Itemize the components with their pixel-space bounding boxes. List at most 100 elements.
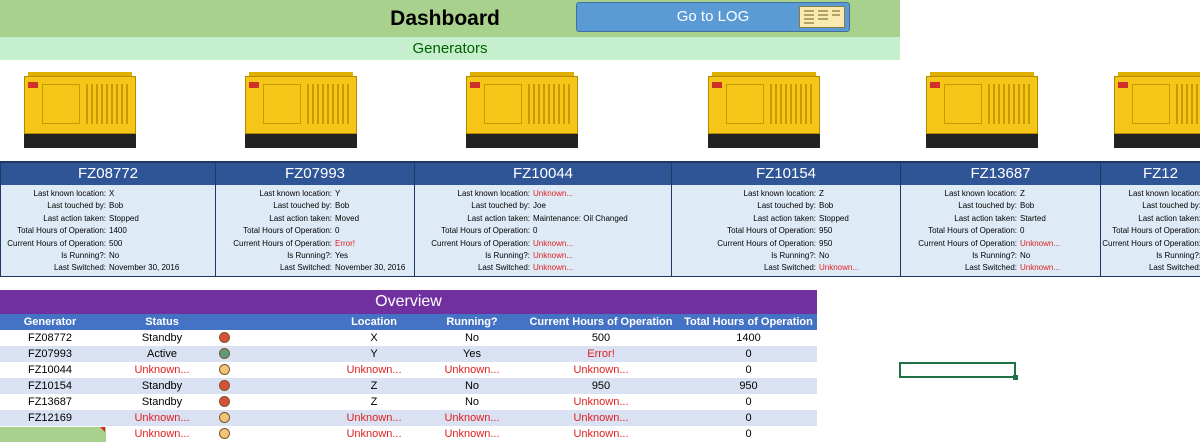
card-value-touched[interactable]: Bob bbox=[335, 201, 350, 211]
cell-current[interactable]: Error! bbox=[587, 348, 615, 360]
card-value-switched[interactable]: November 30, 2016 bbox=[335, 263, 406, 273]
card-value-touched[interactable]: Bob bbox=[819, 201, 834, 211]
cell-status[interactable]: Unknown... bbox=[134, 364, 190, 376]
card-label-running: Is Running?: bbox=[287, 251, 332, 260]
card-value-current[interactable]: Unknown... bbox=[1020, 238, 1061, 248]
cell-running[interactable]: Unknown... bbox=[444, 412, 500, 424]
card-value-action[interactable]: Stopped bbox=[819, 213, 849, 223]
cell-gen[interactable]: FZ10044 bbox=[27, 364, 73, 376]
cell-location[interactable]: Unknown... bbox=[346, 364, 402, 376]
cell-status[interactable]: Standby bbox=[141, 396, 183, 408]
card-value-location[interactable]: Z bbox=[1020, 189, 1025, 198]
card-value-current[interactable]: Error! bbox=[335, 238, 355, 248]
cell-status[interactable]: Unknown... bbox=[134, 412, 190, 424]
card-value-action[interactable]: Started bbox=[1020, 213, 1046, 223]
generator-card-id[interactable]: FZ08772 bbox=[1, 163, 215, 185]
column-header-location[interactable]: Location bbox=[351, 316, 397, 328]
status-dot-icon bbox=[219, 412, 230, 423]
card-label-running: Is Running?: bbox=[1156, 251, 1200, 260]
column-header-running[interactable]: Running? bbox=[446, 316, 498, 328]
cell-current[interactable]: Unknown... bbox=[573, 364, 629, 376]
card-value-current[interactable]: Unknown... bbox=[533, 238, 574, 248]
cell-current[interactable]: Unknown... bbox=[573, 412, 629, 424]
cell-total[interactable]: 0 bbox=[745, 428, 752, 440]
card-value-total[interactable]: 0 bbox=[335, 226, 340, 236]
cell-location[interactable]: Unknown... bbox=[346, 428, 402, 440]
cell-running[interactable]: Unknown... bbox=[444, 364, 500, 376]
cell-status[interactable]: Standby bbox=[141, 332, 183, 344]
card-value-action[interactable]: Stopped bbox=[109, 213, 139, 223]
cell-total[interactable]: 0 bbox=[745, 396, 752, 408]
cell-location[interactable]: Z bbox=[370, 396, 378, 408]
card-value-switched[interactable]: Unknown... bbox=[533, 263, 574, 273]
cell-gen[interactable]: FZ08772 bbox=[27, 332, 73, 344]
generator-card-id[interactable]: FZ10154 bbox=[672, 163, 900, 185]
go-to-log-button[interactable]: Go to LOG bbox=[576, 2, 850, 32]
cell-total[interactable]: 0 bbox=[745, 364, 752, 376]
card-value-current[interactable]: 500 bbox=[109, 238, 123, 248]
cell-location[interactable]: Z bbox=[370, 380, 378, 392]
cell-current[interactable]: Unknown... bbox=[573, 428, 629, 440]
card-value-action[interactable]: Moved bbox=[335, 213, 360, 223]
card-label-switched: Last Switched: bbox=[53, 263, 106, 273]
cell-gen[interactable]: FZ12169 bbox=[27, 412, 73, 424]
card-value-location[interactable]: Unknown... bbox=[533, 189, 574, 198]
generator-card-id[interactable]: FZ07993 bbox=[216, 163, 414, 185]
cell-status[interactable]: Unknown... bbox=[134, 428, 190, 440]
card-value-current[interactable]: 950 bbox=[819, 238, 833, 248]
card-value-location[interactable]: Z bbox=[819, 189, 824, 198]
column-header-total-hours[interactable]: Total Hours of Operation bbox=[684, 316, 813, 328]
card-value-touched[interactable]: Joe bbox=[533, 201, 546, 211]
cell-status[interactable]: Active bbox=[147, 348, 177, 360]
cell-current[interactable]: 950 bbox=[591, 380, 611, 392]
cell-running[interactable]: No bbox=[464, 396, 480, 408]
card-value-total[interactable]: 950 bbox=[819, 226, 833, 236]
generator-card-id[interactable]: FZ12 bbox=[1101, 163, 1200, 185]
card-value-total[interactable]: 1400 bbox=[109, 226, 127, 236]
card-value-running[interactable]: Unknown... bbox=[533, 251, 574, 260]
overview-column-header-row: Generator Status Location Running? Curre… bbox=[0, 314, 817, 330]
card-value-switched[interactable]: November 30, 2016 bbox=[109, 263, 180, 273]
card-value-running[interactable]: No bbox=[819, 251, 830, 260]
cell-total[interactable]: 0 bbox=[745, 412, 752, 424]
cell-total[interactable]: 950 bbox=[739, 380, 758, 392]
card-value-touched[interactable]: Bob bbox=[109, 201, 124, 211]
card-value-location[interactable]: Y bbox=[335, 189, 341, 198]
card-value-total[interactable]: 0 bbox=[533, 226, 538, 236]
column-header-generator[interactable]: Generator bbox=[23, 316, 77, 328]
card-label-location: Last known location: bbox=[457, 189, 531, 198]
column-header-status[interactable]: Status bbox=[145, 316, 179, 328]
card-label-touched: Last touched by: bbox=[47, 201, 106, 211]
cell-running[interactable]: No bbox=[464, 332, 480, 344]
page-title: Dashboard bbox=[390, 7, 500, 30]
card-value-total[interactable]: 0 bbox=[1020, 226, 1025, 236]
card-value-running[interactable]: No bbox=[109, 251, 120, 260]
cell-current[interactable]: 500 bbox=[591, 332, 611, 344]
cell-location[interactable]: X bbox=[370, 332, 378, 344]
cell-running[interactable]: Yes bbox=[463, 348, 481, 360]
generator-card-id[interactable]: FZ10044 bbox=[415, 163, 671, 185]
cell-status[interactable]: Standby bbox=[141, 380, 183, 392]
cell-total[interactable]: 0 bbox=[745, 348, 752, 360]
generator-card-id[interactable]: FZ13687 bbox=[901, 163, 1100, 185]
card-value-touched[interactable]: Bob bbox=[1020, 201, 1035, 211]
cell-gen[interactable]: FZ10154 bbox=[27, 380, 73, 392]
card-value-location[interactable]: X bbox=[109, 189, 115, 198]
fill-handle[interactable] bbox=[1013, 375, 1018, 380]
card-value-action[interactable]: Maintenance: Oil Changed bbox=[533, 213, 628, 223]
generator-image-icon bbox=[466, 68, 578, 150]
cell-location[interactable]: Y bbox=[370, 348, 378, 360]
card-value-running[interactable]: No bbox=[1020, 251, 1031, 260]
cell-current[interactable]: Unknown... bbox=[573, 396, 629, 408]
cell-running[interactable]: No bbox=[464, 380, 480, 392]
cell-gen[interactable]: FZ13687 bbox=[27, 396, 73, 408]
card-value-switched[interactable]: Unknown... bbox=[1020, 263, 1061, 273]
column-header-current-hours[interactable]: Current Hours of Operation bbox=[529, 316, 673, 328]
cell-total[interactable]: 1400 bbox=[736, 332, 761, 344]
selected-cell[interactable] bbox=[899, 362, 1016, 378]
cell-location[interactable]: Unknown... bbox=[346, 412, 402, 424]
card-value-running[interactable]: Yes bbox=[335, 251, 349, 260]
cell-running[interactable]: Unknown... bbox=[444, 428, 500, 440]
card-value-switched[interactable]: Unknown... bbox=[819, 263, 860, 273]
cell-gen[interactable]: FZ07993 bbox=[27, 348, 73, 360]
